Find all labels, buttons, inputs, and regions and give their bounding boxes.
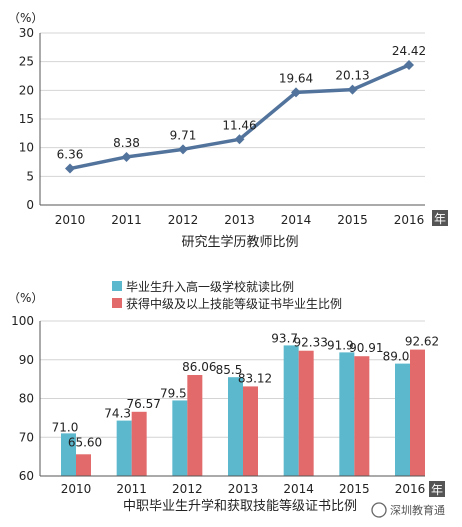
- watermark-icon: [371, 502, 387, 518]
- line-point: [234, 134, 245, 145]
- bar-series-1: [172, 400, 188, 476]
- line-chart-y-tick: 25: [19, 55, 34, 69]
- line-chart-plot: 0 5 10 15 20 25 30 2010 2011 2012 2013 2014 2015 2016…: [19, 26, 426, 227]
- bar-data-label-series-2: 86.06: [182, 360, 216, 374]
- line-data-label: 24.42: [392, 44, 426, 58]
- line-chart-y-tick: 20: [19, 83, 34, 97]
- bar-chart-y-tick: 60: [19, 469, 34, 483]
- line-data-label: 9.71: [170, 128, 197, 142]
- legend-swatch-series-2: [112, 298, 122, 308]
- bar-series-2: [131, 411, 147, 476]
- line-chart-y-tick: 5: [26, 169, 34, 183]
- line-point: [404, 59, 414, 70]
- line-chart-y-tick: 10: [19, 141, 34, 155]
- bar-chart-x-tick: 2015: [339, 482, 370, 496]
- line-data-label: 19.64: [279, 71, 313, 85]
- bar-data-label-series-1: 71.0: [52, 420, 79, 434]
- bar-series-1: [283, 345, 299, 476]
- bar-data-label-series-1: 79.5: [160, 386, 187, 400]
- bar-data-label-series-2: 92.62: [405, 335, 439, 349]
- bar-data-label-series-2: 90.91: [349, 341, 383, 355]
- bar-chart-x-unit: 年: [431, 483, 443, 497]
- line-chart-x-tick: 2013: [224, 213, 255, 227]
- legend-label-series-1: 毕业生升入高一级学校就读比例: [126, 279, 294, 294]
- bar-series-2: [354, 356, 370, 476]
- line-data-label: 6.36: [57, 148, 84, 162]
- line-point: [121, 151, 132, 162]
- bar-series-1: [228, 377, 243, 476]
- line-data-label: 11.46: [222, 118, 256, 132]
- bar-chart-y-tick: 100: [11, 314, 34, 328]
- legend-swatch-series-1: [112, 281, 122, 291]
- bar-chart-x-tick: 2013: [228, 482, 259, 496]
- bar-series-1: [116, 420, 132, 476]
- line-chart-x-tick: 2010: [55, 213, 86, 227]
- bar-series-2: [410, 349, 425, 476]
- bar-series-1: [61, 433, 76, 476]
- bar-chart-y-unit: （%）: [8, 291, 43, 305]
- bar-data-label-series-1: 85.5: [216, 363, 243, 377]
- line-chart-x-tick: 2015: [337, 213, 368, 227]
- line-chart-y-tick: 15: [19, 112, 34, 126]
- bar-data-label-series-1: 74.3: [104, 407, 131, 421]
- bar-series-1: [339, 352, 355, 476]
- bar-data-label-series-1: 93.7: [271, 331, 298, 345]
- line-chart-y-tick: 0: [26, 198, 34, 212]
- bar-chart-x-tick: 2016: [395, 482, 426, 496]
- line-chart-x-unit-box: [432, 210, 448, 226]
- line-point: [291, 87, 301, 98]
- line-point: [178, 144, 188, 155]
- bar-chart-x-tick: 2012: [172, 482, 203, 496]
- bar-chart-x-tick: 2010: [61, 482, 92, 496]
- line-chart-title: 研究生学历教师比例: [181, 234, 298, 250]
- line-chart-x-unit: 年: [434, 212, 446, 226]
- bar-data-label-series-2: 92.33: [293, 336, 327, 350]
- line-data-label: 20.13: [335, 69, 369, 83]
- bar-chart-plot: 60 70 80 90 100 71.065.60 2010 74.376.57 2011 79.…: [11, 314, 439, 496]
- bar-data-label-series-2: 76.57: [126, 397, 160, 411]
- bar-chart-y-tick: 80: [19, 392, 34, 406]
- line-chart-x-tick: 2014: [281, 213, 312, 227]
- bar-data-label-series-2: 83.12: [238, 371, 272, 385]
- bar-chart-y-tick: 70: [19, 430, 34, 444]
- watermark-text: 深圳教育通: [390, 503, 445, 517]
- bar-series-2: [298, 350, 314, 476]
- bar-data-label-series-2: 65.60: [68, 435, 102, 449]
- bar-chart-x-tick: 2014: [283, 482, 314, 496]
- line-chart-x-tick: 2012: [168, 213, 199, 227]
- bar-series-1: [395, 363, 410, 476]
- line-chart-y-tick: 30: [19, 26, 34, 40]
- line-chart-x-tick: 2016: [394, 213, 425, 227]
- line-point: [65, 163, 75, 174]
- line-chart-y-unit: （%）: [8, 11, 43, 25]
- bar-chart-x-tick: 2011: [116, 482, 147, 496]
- bar-series-2: [243, 386, 258, 476]
- line-chart-x-tick: 2011: [111, 213, 142, 227]
- bar-series-2: [76, 454, 91, 476]
- legend-label-series-2: 获得中级及以上技能等级证书毕业生比例: [126, 296, 342, 311]
- line-data-label: 8.38: [113, 136, 140, 150]
- bar-data-label-series-1: 91.9: [327, 338, 354, 352]
- line-point: [347, 84, 358, 95]
- bar-chart-x-unit-box: [429, 481, 445, 497]
- bar-chart-title: 中职毕业生升学和获取技能等级证书比例: [123, 498, 357, 514]
- bar-series-2: [187, 375, 203, 476]
- bar-chart-y-tick: 90: [19, 353, 34, 367]
- bar-data-label-series-1: 89.0: [383, 350, 410, 364]
